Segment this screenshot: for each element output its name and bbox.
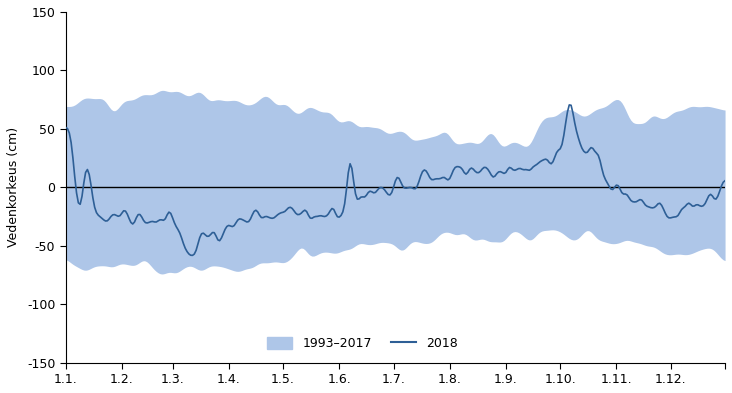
Y-axis label: Vedenkorkeus (cm): Vedenkorkeus (cm) bbox=[7, 127, 20, 247]
Legend: 1993–2017, 2018: 1993–2017, 2018 bbox=[261, 330, 463, 356]
